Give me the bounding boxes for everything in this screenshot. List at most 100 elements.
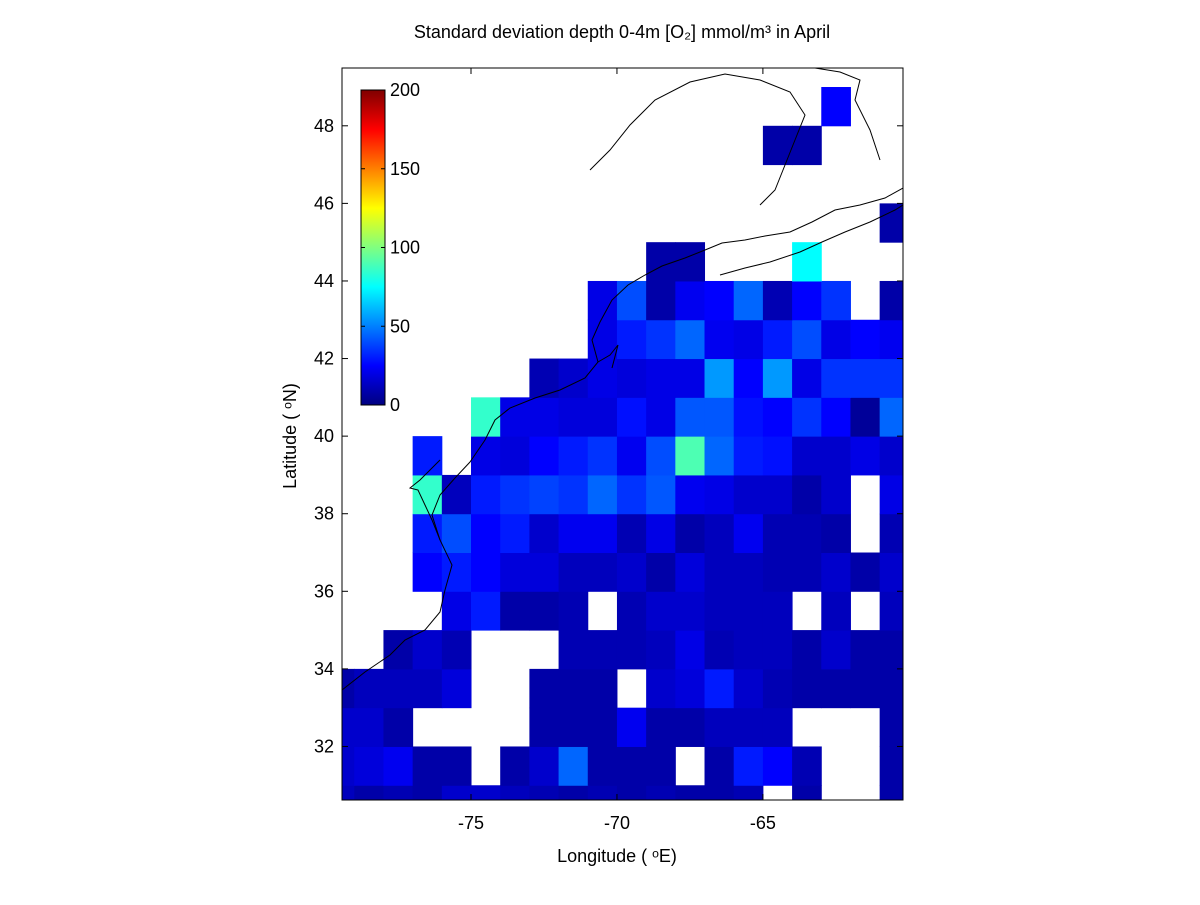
heatmap-cell — [762, 319, 793, 360]
heatmap-cell — [646, 319, 676, 360]
heatmap-cell — [704, 668, 735, 709]
heatmap-cell — [558, 397, 589, 437]
heatmap-cell — [587, 397, 618, 437]
heatmap-cell — [675, 552, 706, 592]
heatmap-cell — [762, 397, 793, 437]
heatmap-cell — [762, 358, 793, 398]
x-tick-label: -70 — [604, 813, 630, 833]
heatmap-cell — [733, 746, 764, 786]
heatmap-cell — [500, 552, 530, 592]
heatmap-cell — [441, 668, 472, 709]
colorbar-ticks: 0 50 100 150 200 — [361, 80, 420, 415]
heatmap-cell — [850, 630, 881, 670]
heatmap-cell — [471, 591, 501, 631]
heatmap-cell — [441, 591, 472, 631]
heatmap-cell — [558, 591, 589, 631]
heatmap-cell — [733, 785, 764, 800]
heatmap-cell — [879, 436, 903, 476]
heatmap-cell — [821, 552, 851, 592]
heatmap-cell — [792, 513, 822, 554]
heatmap-cell — [412, 474, 443, 515]
heatmap-cell — [675, 319, 706, 360]
heatmap-cell — [587, 630, 618, 670]
heatmap-cell — [471, 552, 501, 592]
heatmap-cell — [821, 319, 851, 360]
heatmap-cell — [792, 125, 822, 166]
heatmap-cell — [675, 785, 706, 800]
heatmap-cell — [704, 785, 735, 800]
heatmap-cell — [529, 591, 560, 631]
heatmap-cell — [616, 552, 647, 592]
heatmap-cell — [762, 591, 793, 631]
heatmap-cell — [733, 513, 764, 554]
heatmap-cell — [587, 280, 618, 321]
heatmap-cell — [792, 397, 822, 437]
heatmap-cell — [762, 707, 793, 747]
heatmap-cell — [441, 746, 472, 786]
heatmap-cell — [675, 630, 706, 670]
heatmap-cell — [792, 474, 822, 515]
heatmap-cell — [762, 280, 793, 321]
heatmap-cell — [792, 746, 822, 786]
heatmap-cell — [587, 513, 618, 554]
heatmap-cell — [704, 707, 735, 747]
heatmap-cell — [412, 552, 443, 592]
heatmap-cell — [412, 668, 443, 709]
heatmap-cell — [500, 397, 530, 437]
heatmap-cell — [733, 668, 764, 709]
heatmap-cell — [821, 668, 851, 709]
heatmap-cell — [616, 474, 647, 515]
heatmap-cell — [646, 591, 676, 631]
heatmap-cell — [616, 397, 647, 437]
heatmap-cell — [471, 513, 501, 554]
heatmap-cell — [733, 319, 764, 360]
y-axis-label: Latitude ( ᵒN) — [280, 383, 300, 489]
heatmap-cell — [383, 668, 414, 709]
heatmap-cell — [792, 319, 822, 360]
heatmap-cell — [762, 630, 793, 670]
y-tick-label: 40 — [314, 426, 334, 446]
heatmap-cell — [821, 591, 851, 631]
heatmap-cell — [412, 436, 443, 476]
heatmap-cell — [704, 552, 735, 592]
heatmap-cell — [879, 707, 903, 747]
heatmap-cell — [441, 474, 472, 515]
heatmap-cells — [342, 87, 903, 800]
heatmap-cell — [879, 746, 903, 786]
heatmap-cell — [850, 358, 881, 398]
heatmap-cell — [500, 513, 530, 554]
heatmap-cell — [762, 125, 793, 166]
x-tick-label: -65 — [750, 813, 776, 833]
heatmap-cell — [383, 746, 414, 786]
y-tick-label: 46 — [314, 193, 334, 213]
axis-ticks: -75 -70 -65 32 34 36 38 40 42 44 46 48 — [314, 68, 903, 833]
coastline — [342, 68, 903, 691]
heatmap-cell — [616, 591, 647, 631]
heatmap-cell — [587, 707, 618, 747]
heatmap-cell — [704, 397, 735, 437]
heatmap-cell — [879, 397, 903, 437]
heatmap-cell — [646, 707, 676, 747]
heatmap-cell — [383, 785, 414, 800]
heatmap-cell — [821, 87, 851, 127]
heatmap-cell — [762, 668, 793, 709]
heatmap-cell — [441, 630, 472, 670]
heatmap-cell — [587, 668, 618, 709]
heatmap-cell — [879, 319, 903, 360]
heatmap-cell — [558, 668, 589, 709]
heatmap-cell — [762, 746, 793, 786]
heatmap-cell — [733, 552, 764, 592]
heatmap-cell — [792, 242, 822, 282]
heatmap-cell — [529, 707, 560, 747]
heatmap-cell — [850, 319, 881, 360]
heatmap-cell — [558, 513, 589, 554]
heatmap-cell — [792, 630, 822, 670]
heatmap-cell — [704, 630, 735, 670]
heatmap-cell — [792, 785, 822, 800]
heatmap-cell — [646, 436, 676, 476]
heatmap-cell — [821, 513, 851, 554]
heatmap-cell — [792, 668, 822, 709]
heatmap-cell — [675, 242, 706, 282]
heatmap-cell — [879, 785, 903, 800]
heatmap-cell — [616, 746, 647, 786]
